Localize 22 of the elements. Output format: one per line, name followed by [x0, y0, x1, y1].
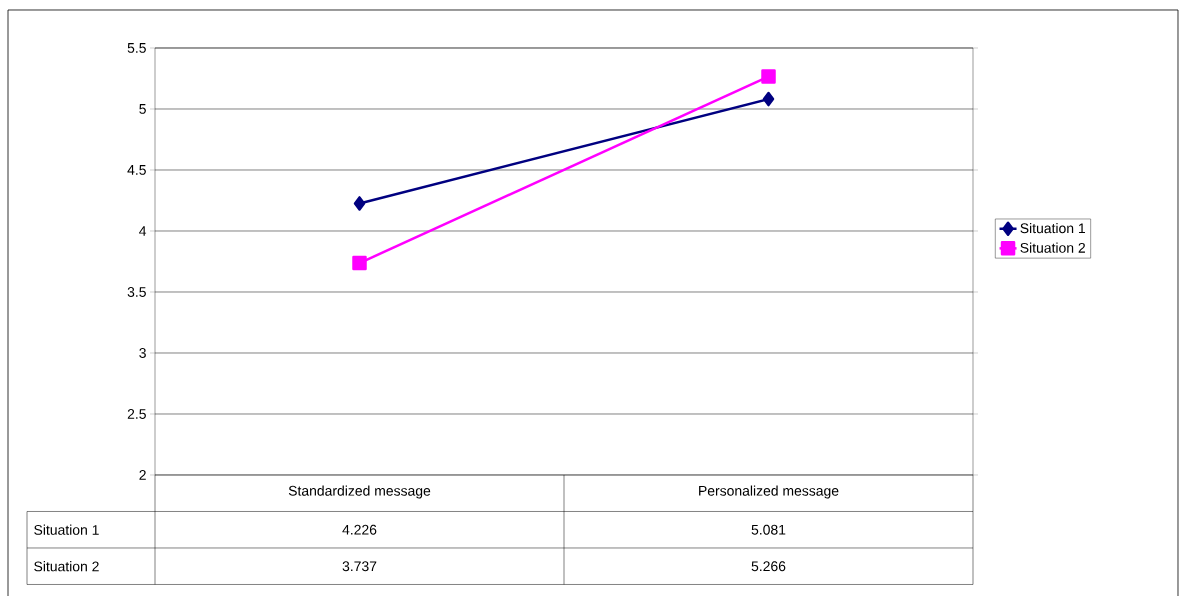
y-tick-label: 5.5: [127, 43, 146, 53]
legend-label: Situation 1: [1020, 222, 1085, 234]
y-tick-label: 2.5: [127, 409, 146, 419]
y-tick-label: 3.5: [127, 287, 146, 297]
x-tick-label: Standardized message: [288, 485, 431, 499]
x-tick-label: Personalized message: [699, 485, 839, 499]
y-tick-label: 3: [139, 348, 146, 358]
point: [353, 196, 366, 211]
y-tick-label: 4.5: [127, 165, 146, 175]
point: [761, 69, 776, 84]
data-label: 3.737: [342, 561, 377, 572]
y-tick-label: 4: [139, 226, 147, 236]
data-label: 5.266: [751, 561, 786, 572]
text: Situation 2: [34, 561, 99, 572]
data-label: 4.226: [342, 524, 377, 535]
point: [352, 255, 367, 271]
text: Situation 1: [34, 524, 99, 535]
y-tick-label: 5: [139, 104, 146, 114]
y-tick-label: 2: [139, 470, 146, 480]
point: [762, 91, 775, 107]
legend-label: Situation 2: [1020, 242, 1085, 253]
data-label: 5.081: [751, 524, 786, 535]
